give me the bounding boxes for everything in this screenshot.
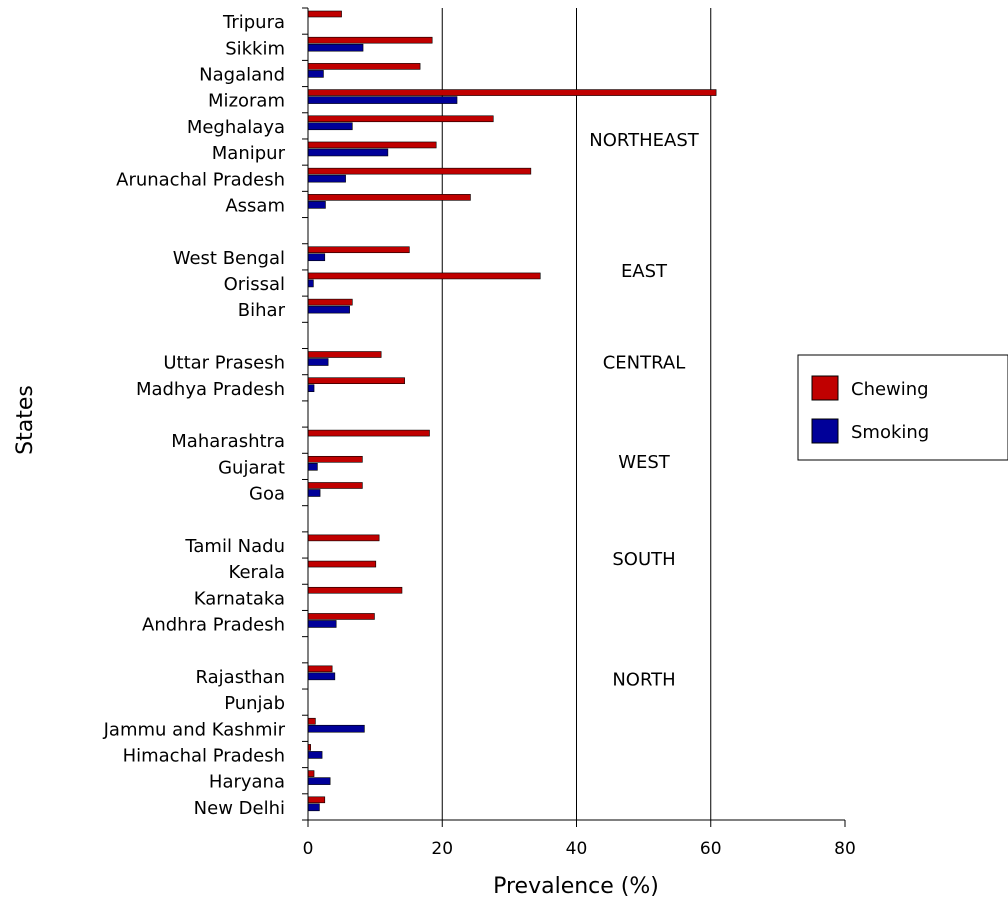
region-label: CENTRAL (603, 353, 686, 374)
state-label: Haryana (209, 772, 285, 793)
region-label: EAST (621, 261, 668, 282)
bar-chewing (307, 246, 410, 254)
bar-smoking (307, 96, 458, 104)
bar-chewing (307, 115, 494, 123)
bar-smoking (307, 724, 365, 733)
legend-label: Chewing (851, 379, 929, 400)
bar-chewing (307, 351, 382, 358)
state-label: Bihar (238, 300, 286, 321)
region-label: NORTHEAST (589, 130, 699, 151)
bar-smoking (307, 489, 321, 497)
state-label: West Bengal (173, 248, 285, 269)
state-label: Manipur (212, 143, 286, 164)
bar-chewing (307, 36, 433, 44)
state-label: Meghalaya (187, 117, 285, 138)
bar-smoking (307, 305, 350, 314)
state-label: Nagaland (199, 64, 285, 85)
bar-chewing (307, 63, 421, 70)
bar-smoking (307, 803, 320, 812)
region-label: SOUTH (612, 549, 675, 570)
bar-chewing (307, 770, 315, 777)
x-tick-label: 40 (566, 839, 588, 859)
bar-smoking (307, 279, 314, 288)
bar-smoking (307, 672, 336, 681)
x-axis-title: Prevalence (%) (493, 874, 659, 899)
state-label: Mizoram (208, 91, 285, 112)
state-label: Andhra Pradesh (142, 615, 285, 636)
bar-chewing (307, 429, 430, 437)
state-label: Sikkim (225, 38, 285, 59)
state-label: Assam (225, 195, 285, 216)
bar-chewing (307, 377, 405, 385)
state-label: Tripura (222, 12, 285, 33)
legend-swatch (811, 418, 839, 444)
bar-chewing (307, 665, 333, 673)
bar-chewing (307, 586, 403, 594)
bar-smoking (307, 777, 331, 785)
state-label: Jammu and Kashmir (103, 719, 286, 740)
bar-chewing (307, 167, 532, 175)
state-label: Himachal Pradesh (123, 746, 285, 767)
bar-chewing (307, 298, 353, 306)
bar-chewing (307, 560, 377, 568)
bar-smoking (307, 201, 326, 209)
state-label: Kerala (229, 562, 285, 583)
state-label: New Delhi (194, 798, 285, 819)
bar-smoking (307, 462, 318, 471)
state-labels: Tripura Sikkim Nagaland Mizoram Meghalaya Man… (103, 12, 286, 819)
bar-smoking (307, 751, 323, 759)
bar-chewing (307, 482, 363, 489)
bar-smoking (307, 70, 324, 78)
gridlines (441, 8, 712, 820)
state-label: Arunachal Pradesh (116, 169, 285, 190)
x-tick-label: 80 (834, 839, 856, 859)
bar-smoking (307, 174, 346, 183)
state-label: Gujarat (218, 457, 285, 478)
bar-chewing (307, 613, 375, 620)
region-label: WEST (618, 452, 671, 473)
state-label: Rajasthan (196, 667, 285, 688)
state-label: Madhya Pradesh (136, 379, 285, 400)
x-tick-label: 60 (700, 839, 722, 859)
state-label: Uttar Prasesh (163, 353, 285, 374)
x-tick-label: 20 (431, 839, 453, 859)
state-label: Maharashtra (171, 431, 285, 452)
x-tick-labels: 0 20 40 60 80 (303, 839, 856, 859)
bar-smoking (307, 122, 353, 131)
state-label: Goa (249, 484, 285, 505)
state-label: Tamil Nadu (184, 536, 285, 557)
bar-smoking (307, 358, 329, 366)
bar-chewing (307, 272, 541, 280)
bar-chewing (307, 141, 437, 149)
state-label: Karnataka (194, 588, 285, 609)
bars (307, 10, 717, 812)
bar-chewing (307, 455, 363, 463)
legend-box (797, 354, 1008, 461)
y-axis-title: States (13, 385, 38, 455)
state-label: Orissal (224, 274, 285, 295)
state-label: Punjab (224, 693, 285, 714)
bar-chewing (307, 717, 316, 725)
bar-smoking (307, 43, 364, 52)
bar-chewing (307, 89, 717, 96)
axes (302, 7, 846, 827)
bar-smoking (307, 253, 326, 262)
x-tick-label: 0 (303, 839, 314, 859)
legend-swatch (811, 375, 839, 401)
bar-chewing (307, 10, 342, 18)
bar-chewing (307, 534, 380, 542)
legend-label: Smoking (851, 422, 929, 443)
bar-chewing (307, 194, 471, 201)
bar-smoking (307, 148, 389, 157)
bar-chewing (307, 796, 326, 804)
bar-smoking (307, 620, 337, 628)
legend: Chewing Smoking (797, 354, 1008, 461)
region-labels: NORTHEAST EAST CENTRAL WEST SOUTH NORTH (589, 130, 699, 691)
bar-smoking (307, 384, 315, 393)
region-label: NORTH (612, 670, 675, 691)
